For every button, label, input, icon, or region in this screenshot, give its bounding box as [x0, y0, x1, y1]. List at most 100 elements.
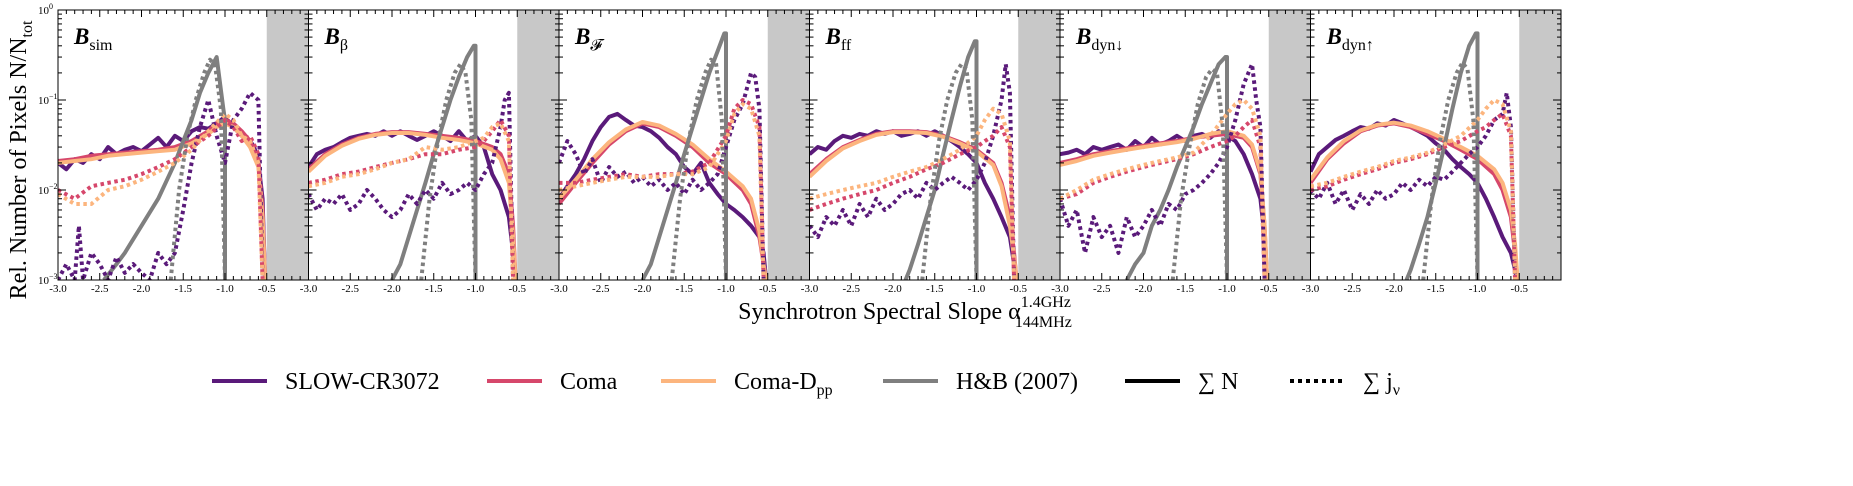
legend-label: ∑ N [1198, 369, 1238, 395]
series-h-b-2007-n [390, 43, 478, 280]
x-tick-label: -0.5 [759, 283, 777, 295]
x-tick-label: -0.5 [509, 283, 527, 295]
y-tick-label: 100 [38, 2, 53, 17]
series-coma-dpp-n [1310, 120, 1520, 280]
series-group [559, 31, 769, 280]
y-axis-title: Rel. Number of Pixels N/Ntot [6, 20, 36, 299]
panel-4: -3.0 -2.5 -2.0 -1.5 -1.0 -0.5 Bff [801, 9, 1061, 295]
series-h-b-2007-j [419, 62, 478, 280]
series-group [58, 55, 268, 280]
x-tick-label: -3.0 [300, 283, 318, 295]
x-tick-label: -2.0 [634, 283, 652, 295]
series-coma-dpp-j [308, 121, 516, 280]
panel-title: Bβ [324, 24, 348, 54]
legend-item-2: Coma [487, 369, 618, 395]
series-coma-j [809, 125, 1017, 280]
x-tick-label: -1.5 [425, 283, 443, 295]
series-h-b-2007-j [1170, 67, 1229, 280]
series-slow-cr3072-j [1310, 90, 1518, 280]
legend-item-3: Coma-Dpp [661, 369, 833, 399]
series-slow-cr3072-j [809, 62, 1017, 280]
x-tick-label: -1.5 [1427, 283, 1445, 295]
series-coma-dpp-n [809, 130, 1019, 280]
legend-item-4: H&B (2007) [883, 369, 1078, 395]
x-tick-label: -3.0 [801, 283, 819, 295]
series-coma-dpp-j [1310, 98, 1518, 280]
x-tick-label: -2.5 [1344, 283, 1362, 295]
series-group [1060, 55, 1270, 280]
series-slow-cr3072-j [1060, 62, 1267, 280]
x-tick-label: -2.5 [91, 283, 109, 295]
shaded-region [266, 10, 309, 280]
series-h-b-2007-n [1404, 31, 1480, 280]
series-coma-dpp-n [58, 121, 268, 280]
legend-label: H&B (2007) [956, 369, 1078, 395]
x-tick-label: -2.0 [1385, 283, 1403, 295]
series-coma-j [1310, 111, 1518, 280]
x-tick-label: -1.5 [926, 283, 944, 295]
legend: SLOW-CR3072 Coma Coma-Dpp H&B (2007) ∑ N ∑ jν [212, 369, 1400, 399]
legend-label: ∑ jν [1363, 369, 1400, 399]
x-tick-label: -2.5 [342, 283, 360, 295]
x-tick-label: -1.0 [968, 283, 986, 295]
panel-3: -3.0 -2.5 -2.0 -1.5 -1.0 -0.5 B𝓕 [550, 9, 810, 295]
panel-1: -3.0 -2.5 -2.0 -1.5 -1.0 -0.5 100 10−1 10−2 10−3 B… [38, 2, 309, 295]
panels: -3.0 -2.5 -2.0 -1.5 -1.0 -0.5 100 10−1 10−2 10−3 B… [38, 2, 1562, 295]
series-coma-dpp-j [58, 111, 265, 280]
series-slow-cr3072-n [308, 129, 518, 280]
panel-6: -3.0 -2.5 -2.0 -1.5 -1.0 -0.5 Bdyn↑ [1302, 9, 1562, 295]
x-tick-label: -2.0 [383, 283, 401, 295]
legend-item-6: ∑ jν [1290, 369, 1400, 399]
series-h-b-2007-j [1421, 60, 1480, 280]
legend-item-5: ∑ N [1125, 369, 1238, 395]
x-tick-label: -1.0 [216, 283, 234, 295]
series-slow-cr3072-j [308, 90, 516, 280]
x-tick-label: -2.0 [133, 283, 151, 295]
x-tick-label: -0.5 [1010, 283, 1028, 295]
series-group [1310, 31, 1520, 280]
y-tick-label: 10−1 [38, 92, 58, 107]
x-tick-label: -1.0 [467, 283, 485, 295]
x-tick-label: -3.0 [1051, 283, 1069, 295]
panel-title: B𝓕 [574, 24, 605, 54]
series-coma-dpp-j [559, 102, 766, 280]
legend-label: Coma-Dpp [734, 369, 833, 399]
x-tick-label: -0.5 [1511, 283, 1529, 295]
series-h-b-2007-n [903, 39, 979, 280]
panel-5: -3.0 -2.5 -2.0 -1.5 -1.0 -0.5 Bdyn↓ [1051, 9, 1311, 295]
legend-label: SLOW-CR3072 [285, 369, 440, 395]
x-tick-label: -3.0 [49, 283, 67, 295]
shaded-region [767, 10, 810, 280]
shaded-region [1519, 10, 1561, 280]
panel-title: Bdyn↓ [1075, 24, 1123, 54]
x-tick-label: -1.5 [676, 283, 694, 295]
panel-title: Bsim [73, 24, 113, 54]
x-tick-label: -0.5 [1260, 283, 1278, 295]
series-coma-dpp-n [559, 119, 769, 280]
series-coma-dpp-n [308, 130, 518, 280]
x-tick-label: -2.0 [1135, 283, 1153, 295]
x-tick-label: -3.0 [550, 283, 568, 295]
panel-title: Bdyn↑ [1326, 24, 1374, 54]
x-tick-label: -2.5 [1093, 283, 1111, 295]
series-h-b-2007-j [669, 57, 728, 280]
series-group [308, 43, 518, 280]
series-h-b-2007-n [1125, 55, 1229, 280]
x-tick-label: -2.5 [843, 283, 861, 295]
shaded-region [517, 10, 559, 280]
series-slow-cr3072-n [559, 111, 769, 280]
series-coma-j [308, 117, 516, 280]
shaded-region [1268, 10, 1311, 280]
series-coma-dpp-j [809, 106, 1017, 280]
x-tick-label: -0.5 [258, 283, 276, 295]
series-h-b-2007-j [168, 57, 227, 280]
legend-item-1: SLOW-CR3072 [212, 369, 440, 395]
x-tick-label: -2.0 [884, 283, 902, 295]
series-coma-dpp-n [1060, 129, 1270, 280]
x-tick-label: -1.5 [175, 283, 193, 295]
y-tick-label: 10−2 [38, 182, 58, 197]
series-slow-cr3072-j [58, 90, 265, 280]
shaded-region [1018, 10, 1060, 280]
x-tick-label: -1.0 [717, 283, 735, 295]
